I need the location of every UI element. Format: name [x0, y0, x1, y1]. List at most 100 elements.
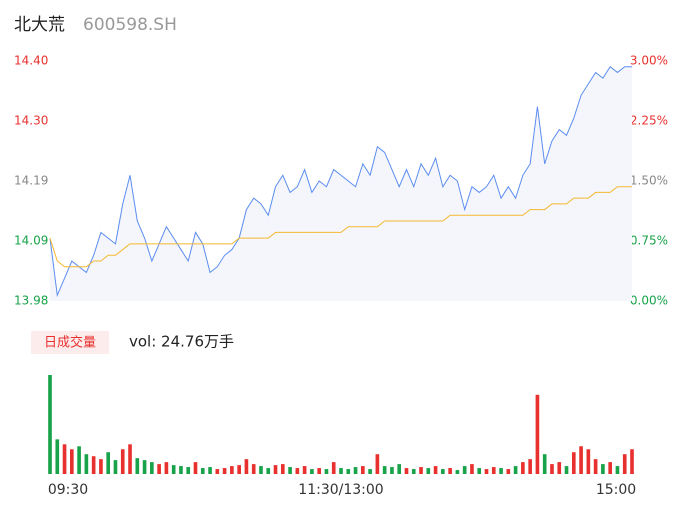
volume-bar	[339, 468, 343, 474]
volume-bar	[84, 454, 89, 474]
volume-total: vol: 24.76万手	[129, 333, 234, 351]
volume-bar	[521, 462, 525, 474]
volume-bar	[106, 452, 111, 474]
volume-bar	[62, 444, 67, 474]
volume-bar	[397, 464, 402, 474]
volume-bar	[593, 459, 598, 474]
x-tick-label: 09:30	[48, 482, 88, 498]
volume-bar	[615, 466, 620, 474]
volume-bar	[550, 464, 554, 474]
stock-name: 北大荒	[14, 15, 65, 35]
y-tick-label: 13.98	[14, 294, 48, 308]
volume-bar	[470, 464, 474, 474]
volume-bar	[120, 449, 125, 474]
volume-bar	[608, 462, 612, 474]
volume-bar	[150, 462, 154, 474]
volume-bar	[280, 464, 285, 474]
volume-bar	[426, 468, 431, 474]
volume-bar	[208, 467, 212, 474]
volume-bar	[455, 470, 460, 474]
stock-code: 600598.SH	[83, 15, 177, 35]
volume-bar	[506, 469, 511, 474]
volume-bar	[375, 454, 380, 474]
price-line	[49, 65, 632, 298]
x-tick-label: 15:00	[596, 482, 636, 498]
volume-bar	[259, 466, 263, 474]
volume-bar	[237, 465, 241, 474]
volume-bar	[266, 468, 271, 474]
volume-bar	[491, 467, 496, 474]
volume-bar	[346, 469, 351, 474]
volume-bar	[288, 467, 292, 474]
volume-bar	[557, 462, 562, 474]
volume-bar	[477, 468, 482, 474]
volume-bar	[200, 468, 205, 474]
volume-bar	[542, 454, 547, 474]
price-area	[50, 66, 632, 301]
volume-bar	[499, 468, 503, 474]
volume-bar	[586, 449, 591, 474]
volume-bar	[361, 466, 365, 474]
volume-bar	[273, 465, 278, 474]
volume-bar	[368, 469, 372, 474]
volume-bar	[601, 464, 605, 474]
volume-bar	[179, 466, 183, 474]
volume-bar	[630, 449, 634, 474]
y2-tick-label: 0.00%	[630, 294, 668, 308]
volume-bar	[171, 465, 176, 474]
volume-label-bg	[31, 331, 109, 354]
volume-bar	[564, 466, 569, 474]
volume-bar	[70, 449, 74, 474]
volume-bar	[535, 394, 540, 474]
volume-bar	[579, 446, 583, 474]
y-tick-label: 14.19	[14, 174, 48, 188]
y-tick-label: 14.09	[14, 234, 48, 248]
volume-bar	[404, 468, 409, 474]
average-line	[49, 186, 632, 268]
volume-bar	[186, 467, 191, 474]
volume-bar	[317, 468, 321, 474]
volume-bar	[571, 452, 576, 474]
y2-tick-label: 3.00%	[630, 54, 668, 68]
volume-bar	[622, 454, 627, 474]
volume-bar	[448, 468, 452, 474]
volume-bar	[382, 466, 387, 474]
volume-bar	[295, 468, 300, 474]
volume-bar	[324, 469, 329, 474]
volume-bar	[48, 375, 52, 474]
volume-bar	[310, 469, 314, 474]
volume-bar	[215, 469, 220, 474]
volume-bar	[244, 459, 249, 474]
volume-bar	[302, 466, 307, 474]
volume-bar	[441, 469, 445, 474]
y-tick-label: 14.40	[14, 54, 48, 68]
volume-bar	[128, 444, 132, 474]
volume-bar	[419, 467, 423, 474]
volume-bar	[331, 462, 336, 474]
y2-tick-label: 1.50%	[630, 174, 668, 188]
volume-bar	[55, 439, 60, 474]
volume-bar	[157, 464, 161, 474]
volume-bar	[135, 458, 140, 474]
volume-bar	[484, 469, 489, 474]
volume-bar	[462, 466, 467, 474]
volume-bar	[411, 469, 416, 474]
y-tick-label: 14.30	[14, 114, 48, 128]
volume-bar	[251, 464, 256, 474]
volume-bar	[433, 466, 438, 474]
volume-bar	[113, 460, 118, 474]
x-tick-label: 11:30/13:00	[298, 482, 383, 498]
volume-bar	[164, 462, 169, 474]
volume-label: 日成交量	[44, 335, 96, 351]
volume-bar	[193, 462, 198, 474]
volume-bar	[99, 459, 103, 474]
volume-bar	[230, 466, 234, 474]
volume-bar	[142, 460, 147, 474]
volume-bar	[222, 468, 227, 474]
volume-bar	[77, 446, 81, 474]
volume-bar	[353, 467, 358, 474]
volume-bar	[513, 466, 518, 474]
volume-bar	[91, 456, 96, 474]
volume-bar	[528, 459, 532, 474]
